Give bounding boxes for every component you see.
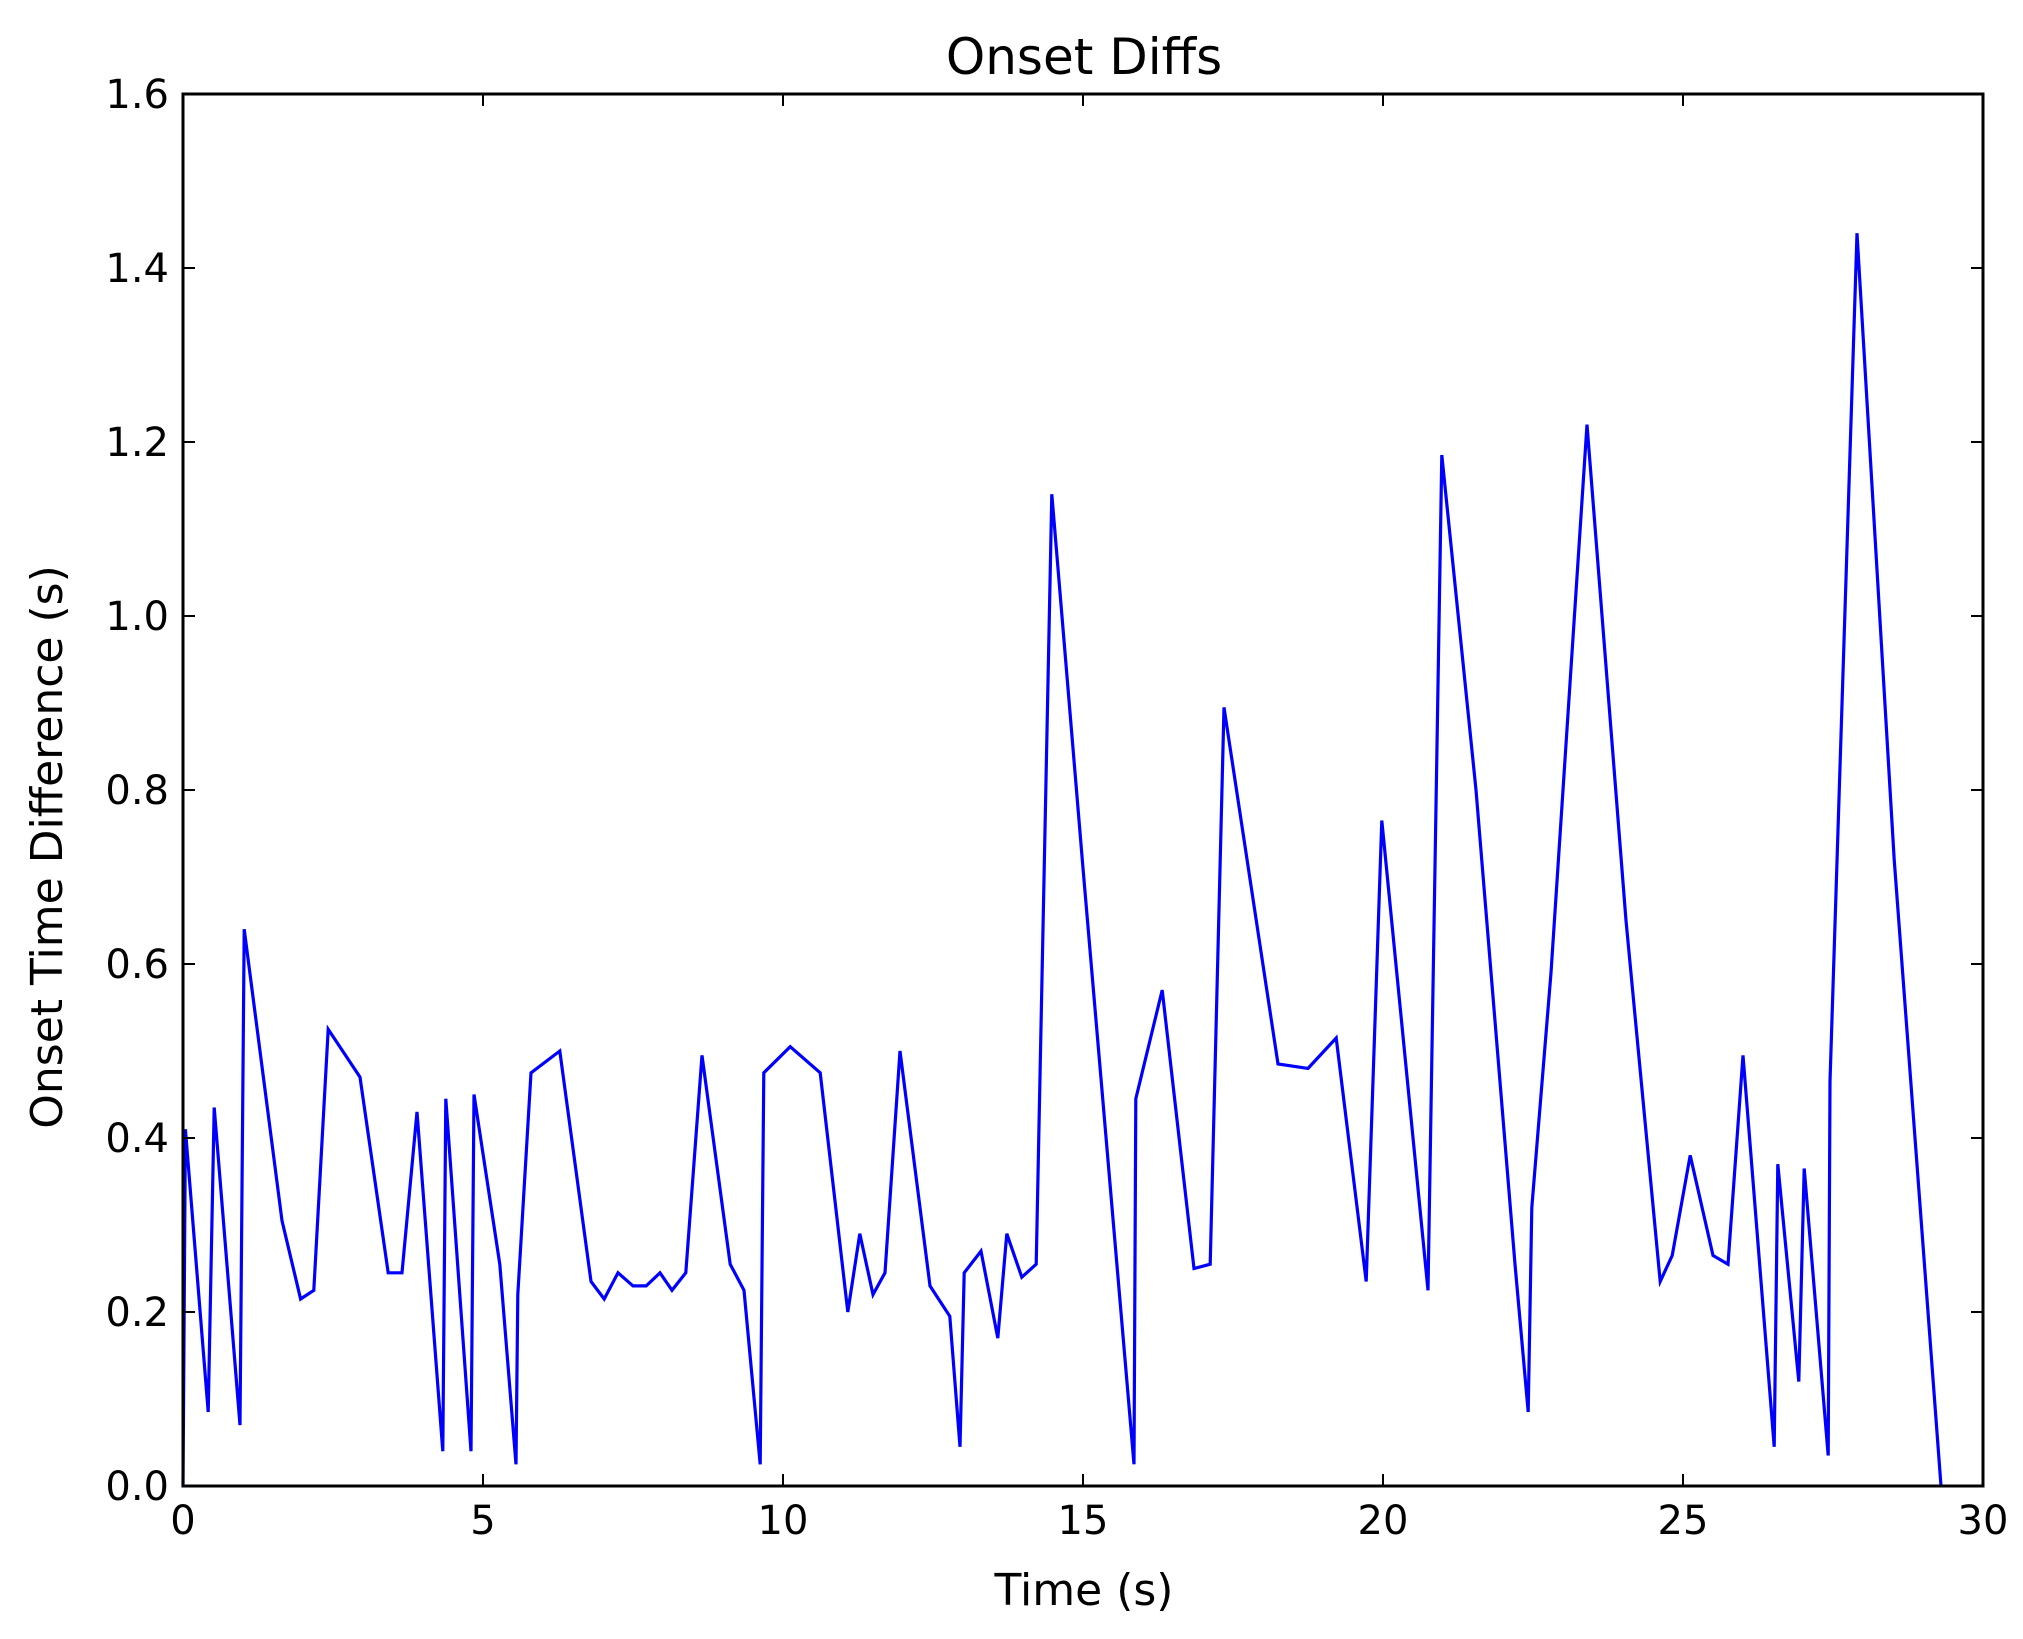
plot-layer: 0 5 10 15 20 25 30 0.0 0.2 0.4 0.6 0.8 1.0 1.2 1.4 1.6	[105, 72, 2008, 1544]
y-tick-label: 0.6	[105, 942, 169, 988]
plot-frame	[181, 92, 1985, 1488]
y-tick-label: 0.2	[105, 1290, 169, 1336]
x-tick-label: 25	[1658, 1498, 1709, 1544]
y-tick-label: 1.4	[105, 246, 169, 292]
x-tick-label: 0	[170, 1498, 195, 1544]
y-tick-label: 0.8	[105, 768, 169, 814]
y-tick-label: 1.6	[105, 72, 169, 118]
x-tick-label: 5	[470, 1498, 495, 1544]
x-tick-label: 15	[1058, 1498, 1109, 1544]
y-tick-label: 1.0	[105, 594, 169, 640]
y-tick-label: 1.2	[105, 420, 169, 466]
x-tick-label: 20	[1358, 1498, 1409, 1544]
y-tick-label: 0.0	[105, 1464, 169, 1510]
data-series-line	[181, 233, 1943, 1487]
x-axis-label: Time (s)	[994, 1565, 1174, 1616]
x-tick-label: 10	[758, 1498, 809, 1544]
chart-title: Onset Diffs	[946, 28, 1222, 86]
y-axis-label: Onset Time Difference (s)	[22, 565, 73, 1129]
x-tick-label: 30	[1958, 1498, 2009, 1544]
y-tick-label: 0.4	[105, 1116, 169, 1162]
